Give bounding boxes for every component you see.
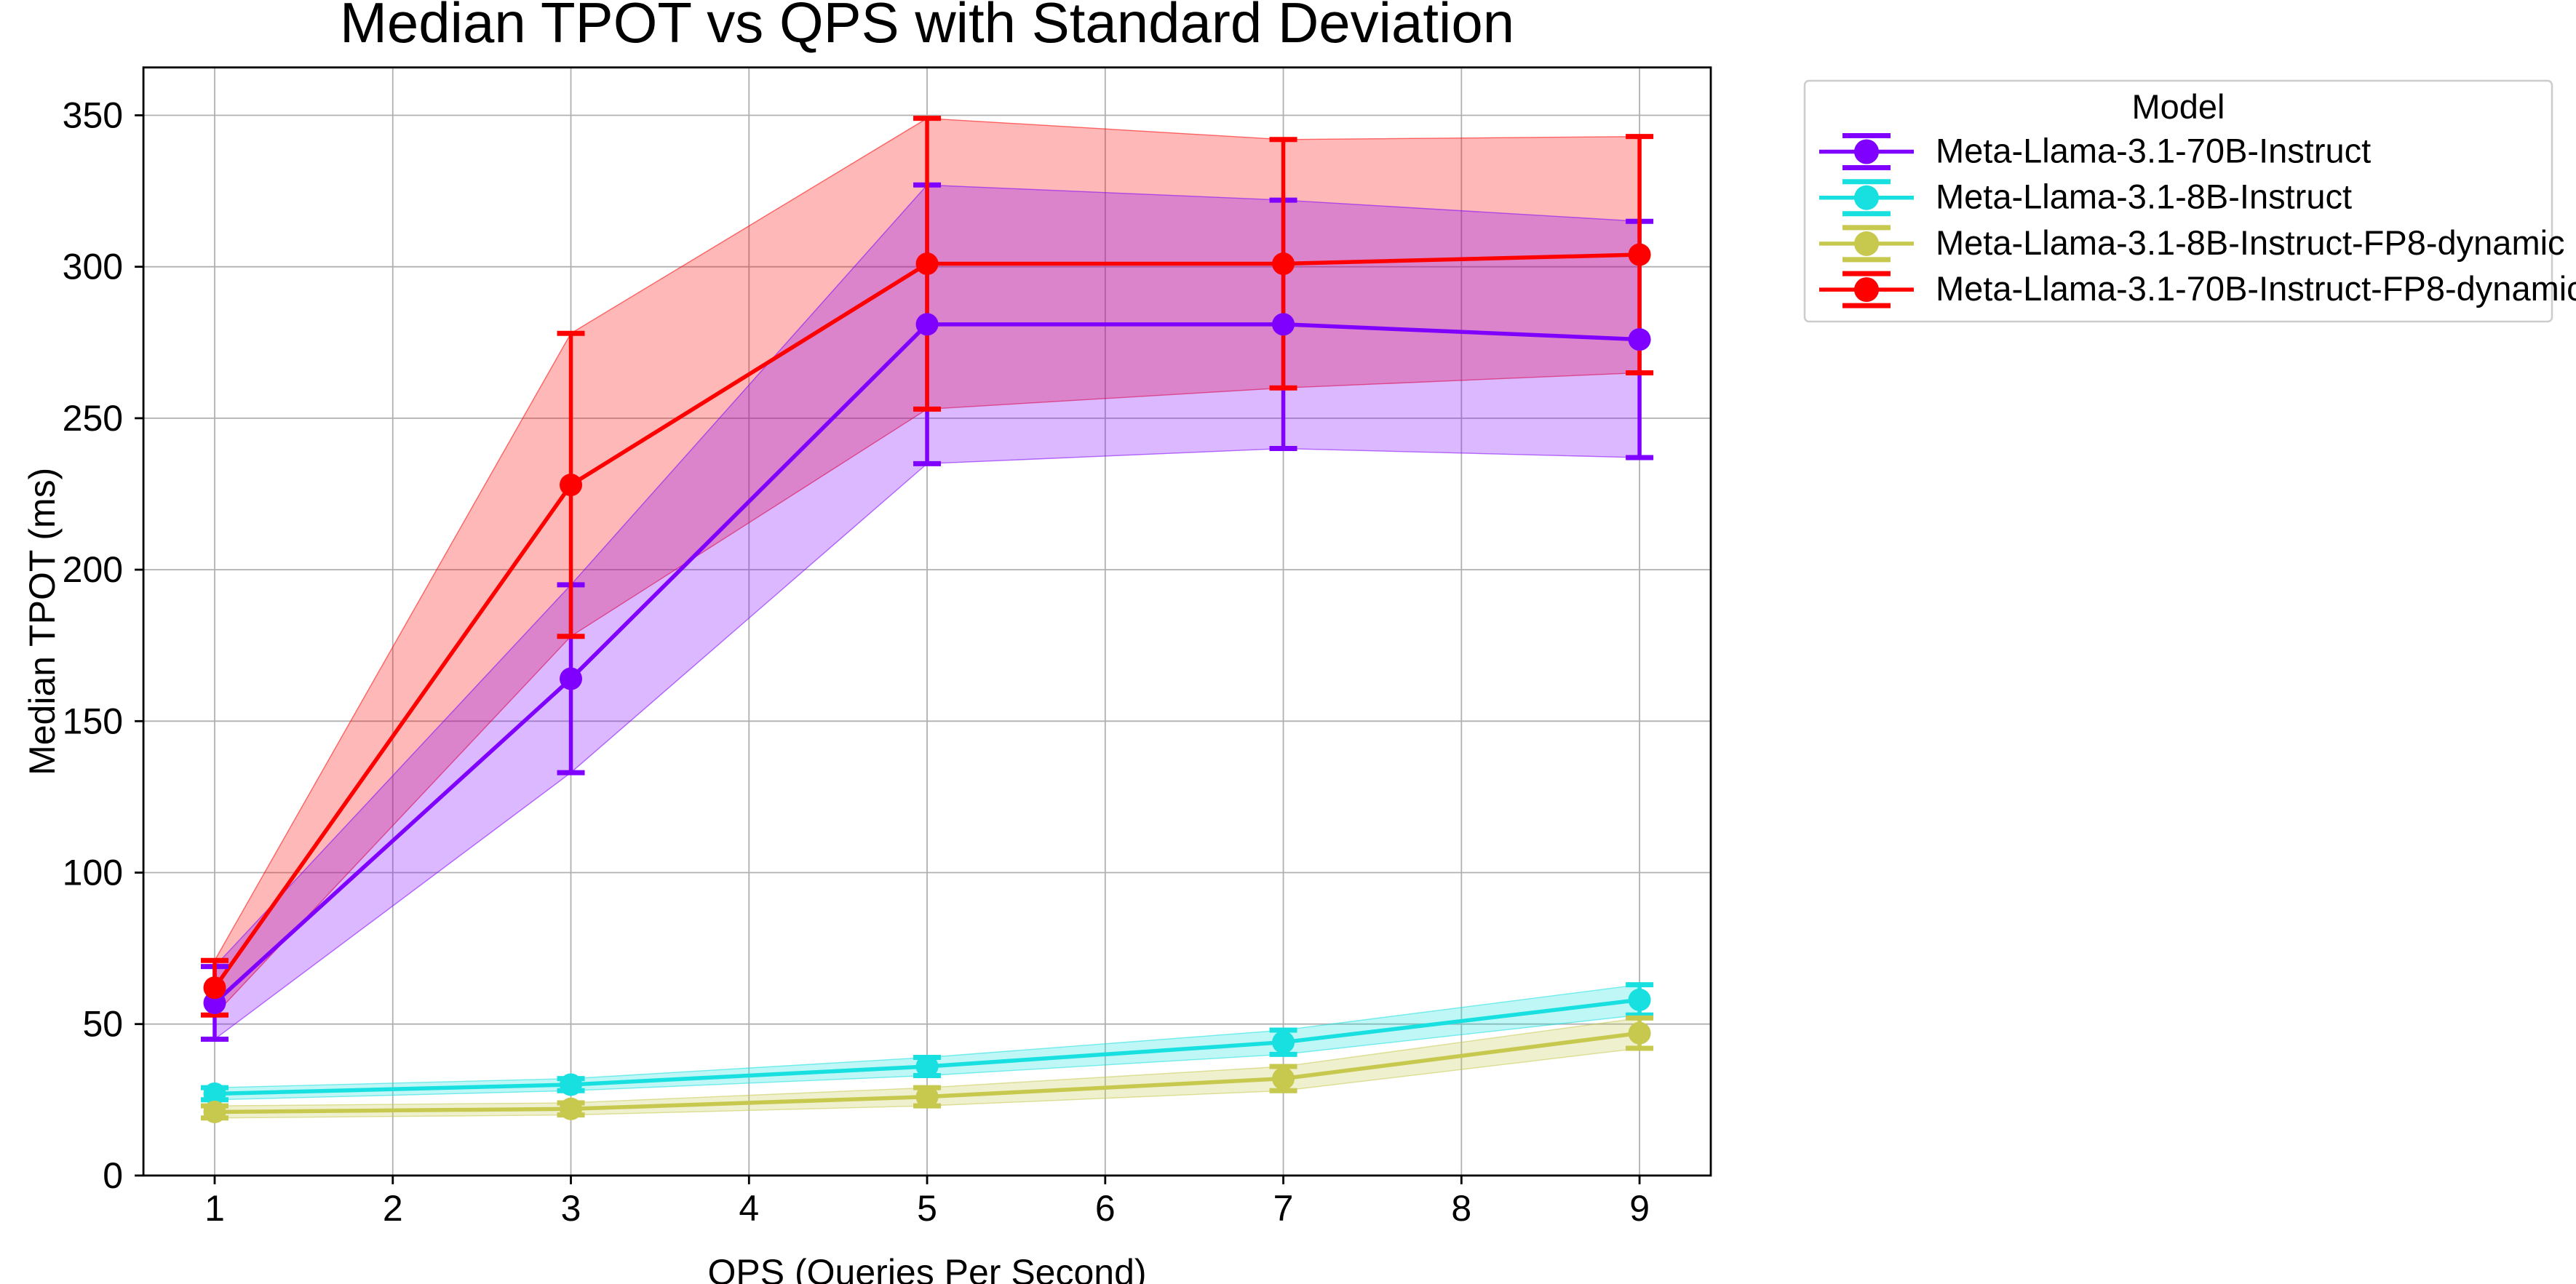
svg-text:3: 3	[561, 1188, 581, 1229]
svg-text:200: 200	[63, 549, 123, 590]
svg-text:50: 50	[82, 1004, 123, 1045]
svg-text:250: 250	[63, 398, 123, 439]
svg-text:4: 4	[739, 1188, 759, 1229]
svg-text:150: 150	[63, 701, 123, 741]
svg-text:7: 7	[1273, 1188, 1294, 1229]
svg-text:300: 300	[63, 247, 123, 287]
svg-text:Median TPOT vs QPS with Standa: Median TPOT vs QPS with Standard Deviati…	[340, 0, 1514, 55]
svg-text:2: 2	[383, 1188, 403, 1229]
svg-text:1: 1	[204, 1188, 225, 1229]
svg-text:Model: Model	[2131, 87, 2225, 126]
svg-text:Meta-Llama-3.1-70B-Instruct: Meta-Llama-3.1-70B-Instruct	[1936, 132, 2371, 170]
svg-text:Meta-Llama-3.1-70B-Instruct-FP: Meta-Llama-3.1-70B-Instruct-FP8-dynamic	[1936, 269, 2576, 308]
svg-text:100: 100	[63, 853, 123, 893]
svg-text:QPS (Queries Per Second): QPS (Queries Per Second)	[708, 1252, 1147, 1284]
svg-text:0: 0	[103, 1155, 123, 1196]
svg-text:9: 9	[1629, 1188, 1650, 1229]
svg-text:6: 6	[1095, 1188, 1116, 1229]
svg-text:5: 5	[917, 1188, 937, 1229]
svg-text:8: 8	[1451, 1188, 1471, 1229]
svg-text:Meta-Llama-3.1-8B-Instruct-FP8: Meta-Llama-3.1-8B-Instruct-FP8-dynamic	[1936, 223, 2565, 262]
svg-text:350: 350	[63, 95, 123, 136]
svg-text:Meta-Llama-3.1-8B-Instruct: Meta-Llama-3.1-8B-Instruct	[1936, 178, 2352, 216]
svg-text:Median TPOT (ms): Median TPOT (ms)	[22, 468, 63, 775]
